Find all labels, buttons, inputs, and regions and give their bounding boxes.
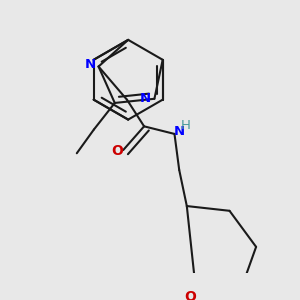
Text: N: N <box>174 124 185 138</box>
Text: N: N <box>85 58 96 71</box>
Text: H: H <box>181 119 191 133</box>
Text: N: N <box>140 92 151 105</box>
Text: O: O <box>112 145 124 158</box>
Text: O: O <box>184 290 196 300</box>
